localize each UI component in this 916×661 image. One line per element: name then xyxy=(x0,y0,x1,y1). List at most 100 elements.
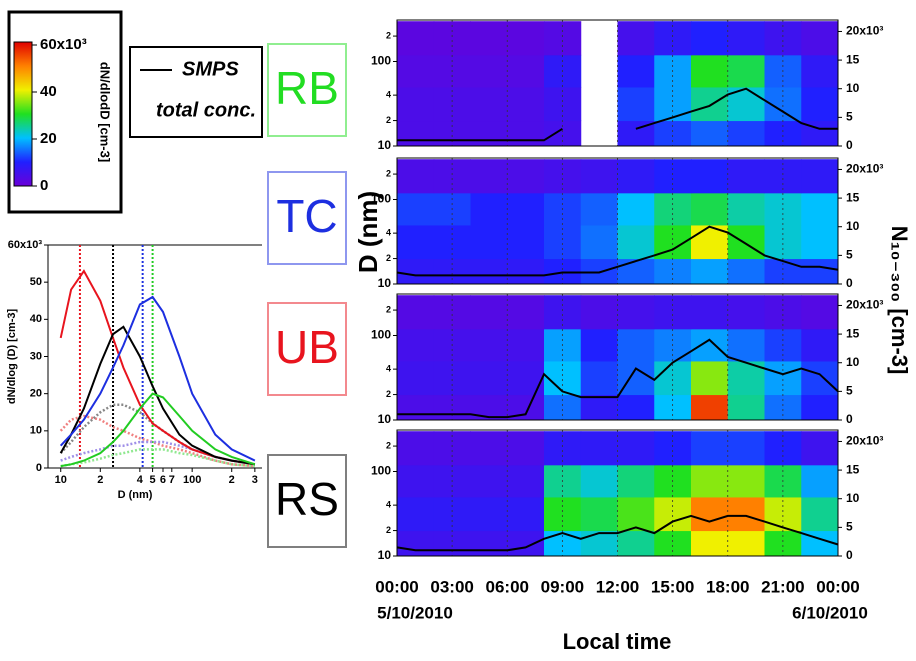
y2-tick-label: 5 xyxy=(846,520,853,534)
legend-text: total conc. xyxy=(156,99,256,121)
heatmap-cell xyxy=(397,360,435,396)
legend-text: SMPS xyxy=(182,58,239,80)
y-tick-label: 2 xyxy=(386,389,391,399)
y2-tick-label: 10 xyxy=(846,355,860,369)
heatmap-cell xyxy=(470,21,508,56)
heatmap-cell xyxy=(727,54,765,88)
heatmap-cell xyxy=(397,86,435,122)
heatmap-cell xyxy=(727,431,765,466)
data-line xyxy=(60,440,256,466)
y2-tick-label: 15 xyxy=(846,190,860,204)
data-line xyxy=(397,338,839,419)
y-tick-label: 10 xyxy=(378,276,392,290)
y2-axis-label: N₁₀₋₃₀₀ [cm-3] xyxy=(887,226,912,375)
data-line xyxy=(59,295,256,462)
heatmap-cell xyxy=(617,328,655,362)
heatmap-cell xyxy=(470,192,508,226)
y-tick-label: 2 xyxy=(386,253,391,263)
heatmap-cell xyxy=(397,431,435,466)
heatmap-cell xyxy=(654,258,692,285)
colorbar-tick-label: 0 xyxy=(40,177,48,194)
heatmap-cell xyxy=(580,295,618,330)
x-tick-label: 03:00 xyxy=(430,577,473,596)
x-tick-label: 6 xyxy=(160,474,166,486)
y2-tick-label: 20x10³ xyxy=(846,24,883,38)
y-tick-label: 2 xyxy=(386,525,391,535)
data-line xyxy=(59,403,256,466)
legend-frame xyxy=(129,46,263,138)
date-label: 6/10/2010 xyxy=(792,603,868,622)
heatmap-cell xyxy=(801,360,839,396)
heatmap-cell xyxy=(617,464,655,498)
data-line xyxy=(396,225,839,277)
heatmap-cell xyxy=(801,21,839,56)
heatmap-cell xyxy=(397,192,435,226)
heatmap-cell xyxy=(727,159,765,194)
site-label: TC xyxy=(276,190,337,242)
x-tick-label: 12:00 xyxy=(596,577,639,596)
heatmap-cell xyxy=(544,394,582,421)
x-tick-label: 06:00 xyxy=(486,577,529,596)
y2-tick-label: 10 xyxy=(846,491,860,505)
y-tick-label: 30 xyxy=(30,350,42,362)
heatmap-cell xyxy=(397,21,435,56)
heatmap-cell xyxy=(433,394,471,421)
heatmap-cell xyxy=(727,328,765,362)
heatmap-cell xyxy=(801,224,839,260)
x-axis-label: D (nm) xyxy=(118,489,153,501)
data-line xyxy=(396,514,839,552)
heatmap-cell xyxy=(764,394,802,421)
heatmap-cell xyxy=(580,192,618,226)
y-tick-label: 10 xyxy=(30,425,42,437)
heatmap-cell xyxy=(470,86,508,122)
heatmap-cell xyxy=(801,496,839,532)
heatmap-cell xyxy=(691,464,729,498)
y2-tick-label: 0 xyxy=(846,412,853,426)
x-tick-label: 10 xyxy=(55,474,67,486)
y-axis-label: D (nm) xyxy=(353,191,383,273)
heatmap-cell xyxy=(801,258,839,285)
heatmap-cell xyxy=(433,120,471,147)
site-frame xyxy=(267,454,347,548)
heatmap-cell xyxy=(580,159,618,194)
heatmap-cell xyxy=(507,328,545,362)
y-tick-label: 100 xyxy=(371,328,391,342)
heatmap-cell xyxy=(507,464,545,498)
heatmap-cell xyxy=(727,120,765,147)
heatmap-cell xyxy=(580,496,618,532)
y2-tick-label: 5 xyxy=(846,384,853,398)
y-tick-label: 2 xyxy=(386,440,391,450)
heatmap-cell xyxy=(397,530,435,557)
y-tick-label: 4 xyxy=(386,500,391,510)
heatmap-cell xyxy=(691,394,729,421)
heatmap-cell xyxy=(433,530,471,557)
x-tick-label: 18:00 xyxy=(706,577,749,596)
heatmap-cell xyxy=(801,86,839,122)
y2-tick-label: 15 xyxy=(846,52,860,66)
x-tick-label: 15:00 xyxy=(651,577,694,596)
heatmap-cell xyxy=(507,21,545,56)
y2-tick-label: 20x10³ xyxy=(846,162,883,176)
y-tick-label: 100 xyxy=(371,54,391,68)
heatmap-cell xyxy=(691,530,729,557)
panel-frame xyxy=(396,157,839,285)
heatmap-cell xyxy=(470,464,508,498)
y2-tick-label: 0 xyxy=(846,276,853,290)
heatmap-cell xyxy=(470,120,508,147)
data-line xyxy=(397,87,838,142)
data-line xyxy=(59,325,256,466)
y-tick-label: 100 xyxy=(371,192,391,206)
heatmap-cell xyxy=(470,431,508,466)
heatmap-cell xyxy=(544,530,582,557)
x-tick-label: 2 xyxy=(229,474,235,486)
heatmap-cell xyxy=(617,86,655,122)
heatmap-cell xyxy=(507,530,545,557)
x-tick-label: 4 xyxy=(137,474,144,486)
heatmap-cell xyxy=(691,328,729,362)
y2-tick-label: 10 xyxy=(846,219,860,233)
y2-tick-label: 20x10³ xyxy=(846,434,883,448)
heatmap-cell xyxy=(764,120,802,147)
x-tick-label: 3 xyxy=(252,474,258,486)
heatmap-cell xyxy=(801,464,839,498)
heatmap-cell xyxy=(727,496,765,532)
